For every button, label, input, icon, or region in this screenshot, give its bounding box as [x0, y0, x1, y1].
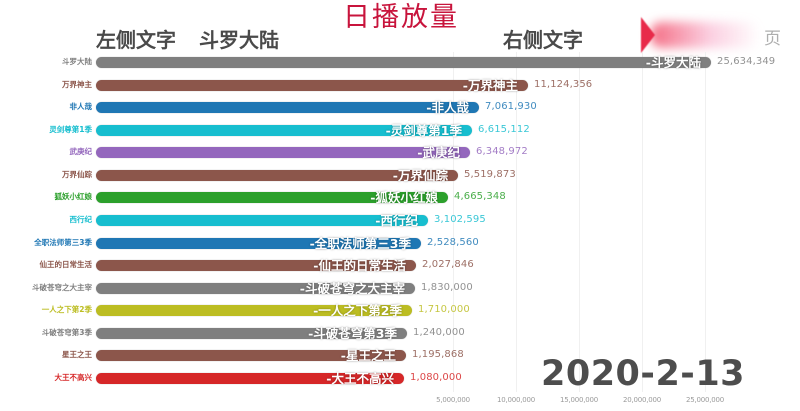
gridline [453, 52, 454, 392]
row-value: 6,348,972 [476, 146, 528, 158]
bar-inline-label: -万界神主 [462, 77, 518, 93]
bar: -星王之王 [96, 348, 406, 364]
row-value: 1,195,868 [412, 349, 464, 361]
bar-inline-label: -大王不高兴 [326, 370, 394, 386]
left-caption: 左侧文字 [96, 28, 176, 52]
bar-row: 仙王的日常生活 -仙王的日常生活 2,027,846 [0, 257, 800, 273]
bar-inline-label: -灵剑尊第1季 [385, 122, 462, 138]
bar-inline-label: -斗破苍穹第3季 [308, 325, 397, 341]
row-value: 6,615,112 [478, 123, 530, 135]
gridline [579, 52, 580, 392]
bar-inline-label: -武庚纪 [417, 145, 460, 161]
bar: -灵剑尊第1季 [96, 122, 472, 138]
bar: -仙王的日常生活 [96, 258, 416, 274]
bar-row: 西行纪 -西行纪 3,102,595 [0, 212, 800, 228]
bar: -大王不高兴 [96, 370, 404, 386]
bar: -狐妖小红娘 [96, 190, 448, 206]
x-tick-label: 10,000,000 [496, 396, 536, 404]
bar: -全职法师第三3季 [96, 235, 421, 251]
bar-inline-label: -非人哉 [426, 100, 469, 116]
current-leader-name: 斗罗大陆 [199, 28, 279, 52]
watermark-char: 页 [764, 29, 781, 49]
bar-row: 灵剑尊第1季 -灵剑尊第1季 6,615,112 [0, 122, 800, 138]
row-label: 全职法师第三3季 [34, 237, 92, 247]
bar-inline-label: -星王之王 [340, 348, 396, 364]
bar-inline-label: -一人之下第2季 [313, 303, 402, 319]
row-label: 星王之王 [62, 350, 92, 360]
row-value: 1,830,000 [421, 281, 473, 293]
row-value: 2,528,560 [427, 236, 479, 248]
bar-row: 万界仙踪 -万界仙踪 5,519,873 [0, 167, 800, 183]
row-label: 西行纪 [69, 214, 93, 224]
gridline [516, 52, 517, 392]
row-label: 非人哉 [69, 102, 93, 112]
x-tick-label: 25,000,000 [685, 396, 725, 404]
row-label: 万界神主 [62, 79, 92, 89]
bar-row: 武庚纪 -武庚纪 6,348,972 [0, 144, 800, 160]
row-value: 7,061,930 [485, 101, 537, 113]
row-value: 1,240,000 [413, 326, 465, 338]
row-value: 25,634,349 [717, 56, 776, 67]
row-value: 2,027,846 [422, 259, 474, 271]
watermark: 页 [636, 16, 782, 54]
x-tick-label: 20,000,000 [622, 396, 662, 404]
row-value: 1,080,000 [410, 371, 462, 383]
play-logo-icon [641, 17, 655, 53]
bar: -斗破苍穹第3季 [96, 325, 407, 341]
row-label: 武庚纪 [69, 147, 93, 157]
row-label: 万界仙踪 [62, 169, 92, 179]
bar: -非人哉 [96, 100, 479, 116]
bar-row: 星王之王 -星王之王 1,195,868 [0, 347, 800, 363]
bar: -西行纪 [96, 212, 428, 228]
row-value: 1,710,000 [418, 304, 470, 316]
bar-row: 斗破苍穹之大主宰 -斗破苍穹之大主宰 1,830,000 [0, 280, 800, 296]
watermark-streak [650, 22, 760, 48]
bar: -万界仙踪 [96, 167, 458, 183]
row-label: 斗破苍穹之大主宰 [32, 282, 92, 292]
bar-inline-label: -全职法师第三3季 [309, 235, 411, 251]
row-value: 11,124,356 [534, 78, 593, 90]
bar-row: 万界神主 -万界神主 11,124,356 [0, 77, 800, 93]
bar-row: 大王不高兴 -大王不高兴 1,080,000 [0, 370, 800, 386]
chart-title: 日播放量 [343, 2, 459, 33]
gridline [705, 52, 706, 392]
bar-inline-label: -仙王的日常生活 [313, 258, 406, 274]
row-label: 斗破苍穹第3季 [41, 327, 92, 337]
right-caption: 右侧文字 [503, 28, 583, 52]
bar: -一人之下第2季 [96, 303, 412, 319]
row-label: 灵剑尊第1季 [49, 124, 92, 134]
bar-row: 斗破苍穹第3季 -斗破苍穹第3季 1,240,000 [0, 325, 800, 341]
row-label: 斗罗大陆 [62, 57, 92, 66]
bar-inline-label: -狐妖小红娘 [370, 190, 438, 206]
bar-row: 全职法师第三3季 -全职法师第三3季 2,528,560 [0, 235, 800, 251]
row-label: 仙王的日常生活 [39, 260, 93, 270]
bar-inline-label: -斗罗大陆 [645, 55, 701, 70]
bar: -万界神主 [96, 77, 528, 93]
row-label: 大王不高兴 [54, 372, 93, 382]
bar-row: 一人之下第2季 -一人之下第2季 1,710,000 [0, 302, 800, 318]
row-value: 5,519,873 [464, 168, 516, 180]
bar-row: 狐妖小红娘 -狐妖小红娘 4,665,348 [0, 189, 800, 205]
bar: -斗破苍穹之大主宰 [96, 280, 415, 296]
bar-inline-label: -西行纪 [375, 212, 418, 228]
bar: -武庚纪 [96, 145, 470, 161]
bar-row: 非人哉 -非人哉 7,061,930 [0, 99, 800, 115]
gridline [642, 52, 643, 392]
row-label: 狐妖小红娘 [54, 192, 93, 202]
row-value: 3,102,595 [434, 213, 486, 225]
bar-inline-label: -斗破苍穹之大主宰 [299, 280, 405, 296]
date-label: 2020-2-13 [541, 354, 746, 394]
bar: -斗罗大陆 [96, 55, 711, 70]
bar-inline-label: -万界仙踪 [392, 167, 448, 183]
x-tick-label: 15,000,000 [559, 396, 599, 404]
bar-row: 斗罗大陆 -斗罗大陆 25,634,349 [0, 54, 800, 70]
row-value: 4,665,348 [454, 191, 506, 203]
row-label: 一人之下第2季 [41, 305, 92, 315]
x-tick-label: 5,000,000 [436, 396, 470, 404]
